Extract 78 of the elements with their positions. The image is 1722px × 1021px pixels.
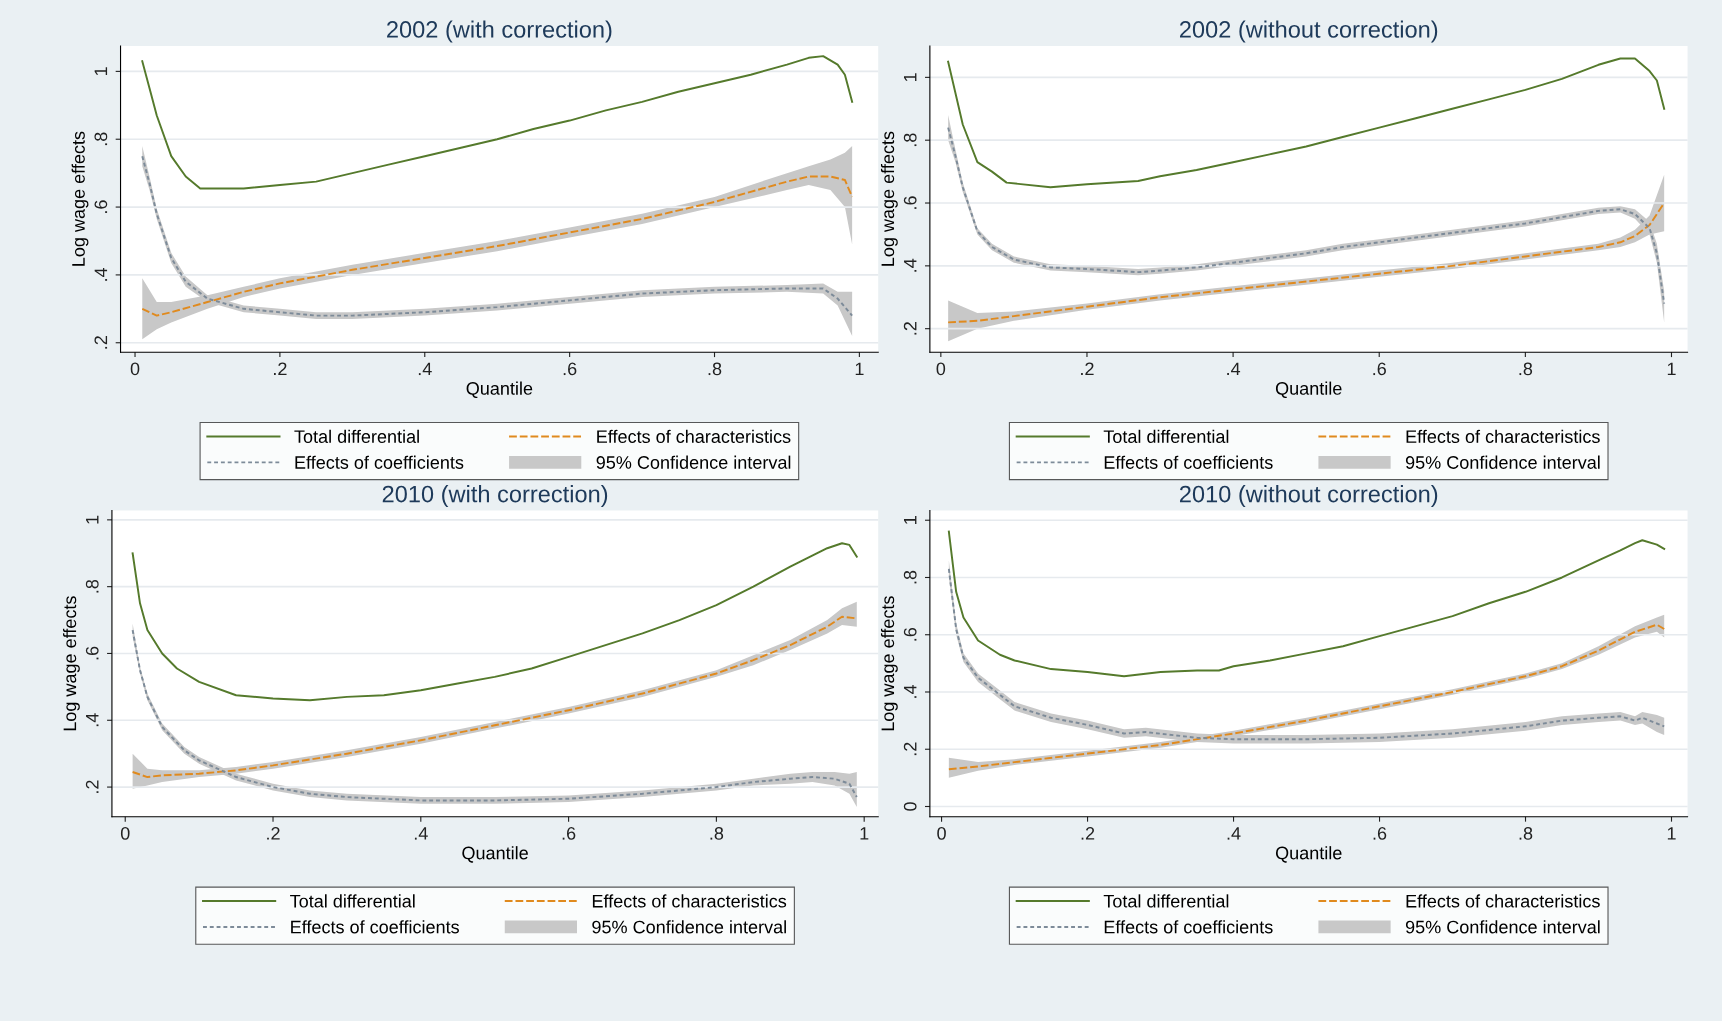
y-tick-label: 1: [903, 73, 917, 81]
y-axis-title: Log wage effects: [880, 131, 898, 266]
x-tick-label: 1: [860, 827, 869, 840]
line-series: [947, 57, 1666, 189]
legend-label: Effects of coefficients: [295, 455, 464, 469]
x-tick-label: .2: [274, 362, 287, 376]
y-tick-label: 1: [86, 515, 99, 524]
text: 95% Confidence interval: [1405, 455, 1600, 469]
legend-label: Total differential: [294, 429, 419, 444]
line-series: [141, 55, 854, 190]
text: 95% Confidence interval: [592, 920, 786, 934]
legend-label: Total differential: [1103, 429, 1229, 444]
x-axis-title: Quantile: [462, 846, 528, 863]
y-tick-label: .8: [903, 133, 917, 147]
chart-title: 2010 (without correction): [1179, 485, 1438, 508]
y-axis-title: Log wage effects: [71, 131, 89, 266]
y-tick-label: 1: [94, 67, 108, 76]
y-tick-label: .8: [903, 570, 917, 584]
x-axis-title: Quantile: [1275, 846, 1342, 863]
y-tick-label: .6: [903, 628, 917, 641]
text: 95% Confidence interval: [1405, 920, 1600, 934]
y-tick-label: .8: [85, 579, 99, 593]
x-tick-label: .6: [563, 362, 577, 376]
legend-label: Effects of characteristics: [1406, 894, 1600, 908]
y-tick-label: .2: [85, 780, 99, 793]
x-tick-label: 1: [1667, 362, 1676, 376]
x-axis-title: Quantile: [1275, 381, 1342, 399]
y-tick-label: .6: [94, 200, 108, 213]
x-tick-label: .8: [1519, 827, 1533, 840]
legend-label: Effects of characteristics: [592, 894, 787, 908]
x-tick-label: 0: [937, 827, 946, 840]
y-tick-label: 0: [903, 802, 917, 811]
y-tick-label: .4: [903, 684, 917, 698]
x-tick-label: .2: [1081, 362, 1094, 376]
y-tick-label: .8: [94, 132, 108, 146]
x-tick-label: .8: [708, 362, 722, 376]
line-series: [947, 202, 1666, 324]
legend-label: Effects of coefficients: [291, 920, 459, 934]
x-tick-label: .4: [1227, 362, 1241, 376]
x-tick-label: .6: [562, 827, 576, 840]
x-tick-label: .2: [267, 827, 280, 840]
legend-label: Total differential: [1103, 894, 1229, 908]
legend-label: Effects of characteristics: [597, 429, 791, 444]
text: 95% Confidence interval: [596, 455, 791, 469]
x-tick-label: 1: [855, 362, 864, 376]
legend-label: Effects of coefficients: [1104, 455, 1273, 469]
y-axis-title: Log wage effects: [880, 596, 898, 731]
x-tick-label: .4: [418, 362, 432, 376]
x-tick-label: 0: [936, 362, 946, 376]
y-tick-label: .2: [903, 322, 917, 335]
legend-label: Effects of coefficients: [1104, 920, 1273, 934]
x-tick-label: .6: [1373, 362, 1386, 376]
y-tick-label: .4: [94, 267, 108, 281]
y-axis-title: Log wage effects: [63, 596, 80, 731]
y-tick-label: .2: [903, 742, 917, 756]
x-tick-label: .8: [710, 827, 724, 840]
x-tick-label: 0: [130, 362, 140, 376]
y-tick-label: .6: [903, 196, 917, 209]
legend-label: Effects of characteristics: [1406, 429, 1600, 444]
x-tick-label: .8: [1519, 362, 1533, 376]
y-tick-label: 1: [903, 516, 917, 524]
x-tick-label: 1: [1667, 827, 1676, 840]
y-tick-label: .6: [85, 646, 99, 660]
line-series: [131, 542, 858, 702]
chart-title: 2002 (without correction): [1179, 20, 1438, 43]
x-tick-label: .4: [1227, 827, 1241, 840]
x-tick-label: 0: [120, 827, 130, 840]
line-series: [947, 530, 1666, 678]
x-tick-label: .4: [414, 827, 428, 840]
x-axis-title: Quantile: [466, 381, 533, 399]
y-tick-label: .2: [94, 336, 108, 349]
legend-label: Total differential: [290, 894, 415, 908]
y-tick-label: .4: [903, 258, 917, 272]
x-tick-label: .2: [1081, 827, 1095, 840]
chart-title: 2002 (with correction): [387, 20, 612, 43]
chart-title: 2010 (with correction): [382, 485, 608, 508]
y-tick-label: .4: [86, 713, 99, 727]
x-tick-label: .6: [1373, 827, 1387, 840]
